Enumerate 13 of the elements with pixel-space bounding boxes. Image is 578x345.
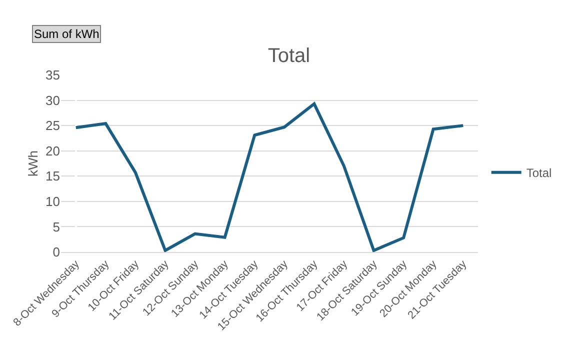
y-tick-label: 25 bbox=[46, 118, 60, 134]
line-series bbox=[74, 102, 465, 252]
legend-label: Total bbox=[526, 166, 552, 180]
y-tick-label: 20 bbox=[46, 143, 60, 158]
chart-title: Total bbox=[268, 45, 310, 68]
y-tick-label: 15 bbox=[46, 168, 60, 184]
text: Sum of kWh bbox=[34, 27, 100, 41]
y-tick-label: 5 bbox=[52, 219, 60, 234]
y-tick-label: 0 bbox=[52, 244, 60, 260]
y-axis-title: kWh bbox=[25, 150, 40, 176]
y-tick-label: 10 bbox=[46, 194, 60, 209]
y-tick-label: 35 bbox=[46, 68, 60, 83]
y-tick-label: 30 bbox=[46, 92, 60, 108]
